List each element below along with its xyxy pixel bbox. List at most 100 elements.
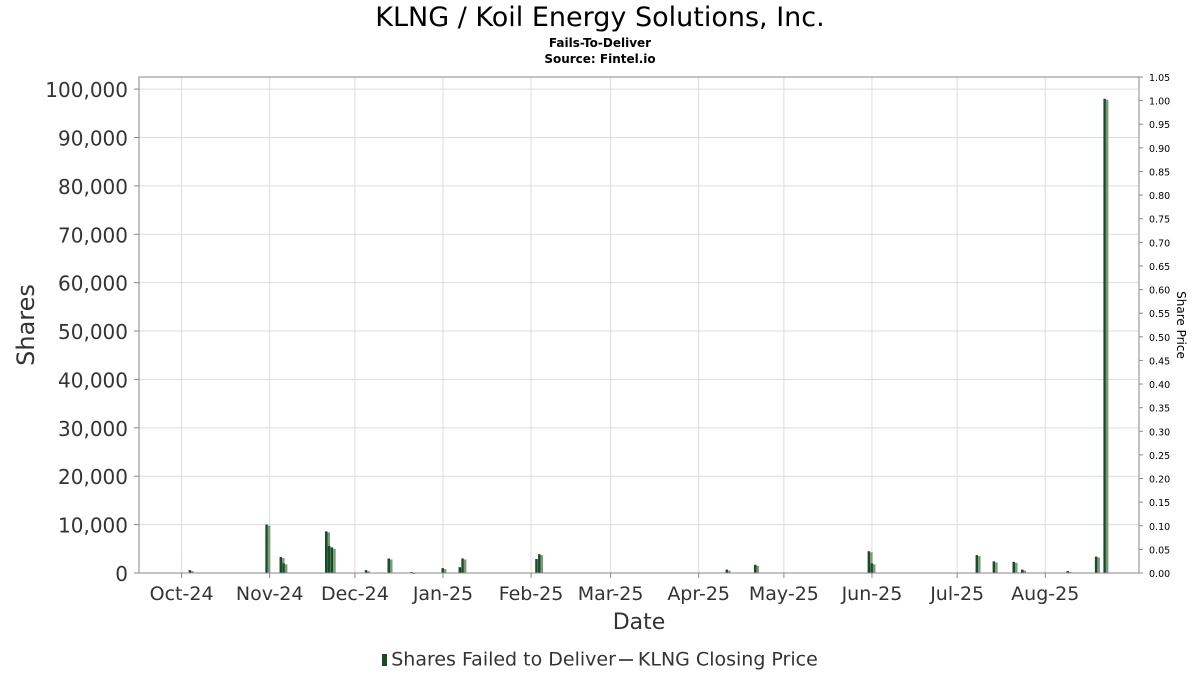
ftd-bar-shade	[284, 564, 288, 573]
y-tick-label: 20,000	[58, 465, 128, 489]
x-tick-label: Nov-24	[236, 583, 304, 605]
ftd-bar-shade	[540, 555, 544, 573]
ftd-bar	[1021, 569, 1024, 573]
ftd-bar	[265, 524, 268, 573]
ftd-bar	[330, 547, 334, 573]
ftd-bar-shade	[333, 548, 336, 573]
ftd-bar	[1012, 561, 1015, 573]
y2-tick-label: 0.65	[1149, 262, 1170, 273]
y-tick-label: 30,000	[58, 417, 128, 441]
x-tick-label: Jan-25	[412, 583, 473, 605]
legend-line-swatch	[618, 658, 633, 661]
y2-tick-label: 0.25	[1149, 451, 1170, 462]
y2-tick-label: 1.05	[1149, 73, 1170, 84]
ftd-bar-shade	[978, 556, 981, 573]
ftd-bar	[461, 558, 464, 573]
y-tick-label: 80,000	[58, 175, 128, 199]
x-tick-label: May-25	[749, 583, 819, 605]
y-tick-label: 100,000	[45, 78, 128, 102]
y2-tick-label: 0.85	[1149, 167, 1170, 178]
x-tick-label: Aug-25	[1011, 583, 1079, 605]
ftd-bar-shade	[1015, 562, 1018, 573]
ftd-bar-shade	[1105, 99, 1109, 574]
ftd-bar	[753, 564, 757, 573]
y-tick-label: 50,000	[58, 320, 128, 344]
ftd-bar	[327, 545, 331, 573]
ftd-bar-shade	[1023, 570, 1027, 573]
x-tick-label: Jul-25	[929, 583, 984, 605]
ftd-bar-shade	[1097, 557, 1100, 573]
x-axis-label: Date	[613, 610, 666, 635]
y2-tick-label: 0.60	[1149, 286, 1170, 297]
ftd-bar	[387, 558, 390, 573]
ftd-bar-shade	[390, 559, 393, 573]
ftd-bar-shade	[872, 564, 876, 573]
x-axis: Oct-24 Nov-24 Dec-24 Jan-25 Feb-25 Mar-25 Apr-…	[150, 573, 1079, 605]
y-tick-label: 40,000	[58, 368, 128, 392]
chart-subtitle: Fails-To-Deliver	[548, 36, 652, 50]
ftd-bar-shade	[995, 562, 998, 573]
y2-tick-label: 0.15	[1149, 498, 1170, 509]
ftd-bar	[325, 531, 328, 573]
y2-tick-label: 1.00	[1149, 97, 1170, 108]
ftd-bar-shade	[191, 571, 194, 573]
ftd-bar	[1066, 571, 1069, 573]
y2-tick-label: 0.70	[1149, 238, 1170, 249]
legend-line-label: KLNG Closing Price	[637, 648, 818, 671]
ftd-bar-shade	[267, 525, 271, 573]
ftd-bar	[870, 563, 873, 573]
y-tick-label: 0	[115, 562, 128, 586]
ftd-bar-shade	[463, 559, 467, 573]
ftd-bar	[725, 569, 729, 573]
ftd-bar	[538, 554, 541, 573]
ftd-bar	[975, 555, 979, 573]
chart-source: Source: Fintel.io	[544, 52, 656, 66]
ftd-bar-shade	[870, 552, 873, 573]
y2-tick-label: 0.10	[1149, 522, 1170, 533]
x-tick-label: Oct-24	[150, 583, 214, 605]
x-tick-label: Mar-25	[578, 583, 644, 605]
y-tick-label: 10,000	[58, 514, 128, 538]
bars-group	[188, 98, 1109, 574]
ftd-bar	[441, 568, 444, 573]
ftd-bar	[282, 563, 285, 573]
ftd-bar	[1103, 98, 1106, 574]
y2-tick-label: 0.95	[1149, 120, 1170, 131]
ftd-bar	[458, 567, 462, 573]
y2-tick-label: 0.00	[1149, 569, 1170, 580]
ftd-bar-shade	[728, 570, 731, 573]
x-tick-label: Jun-25	[841, 583, 903, 605]
ftd-bar	[188, 570, 192, 573]
y-axis-left: 0 10,000 20,000 30,000 40,000 50,000 60,000 70,…	[45, 78, 139, 586]
ftd-bar	[279, 557, 283, 573]
y-tick-label: 90,000	[58, 126, 128, 150]
legend: Shares Failed to Deliver KLNG Closing Pri…	[0, 646, 1200, 673]
x-tick-label: Apr-25	[667, 583, 730, 605]
chart-title: KLNG / Koil Energy Solutions, Inc.	[375, 2, 825, 33]
y-tick-label: 70,000	[58, 223, 128, 247]
ftd-bar	[364, 570, 368, 573]
y2-tick-label: 0.75	[1149, 215, 1170, 226]
y2-tick-label: 0.80	[1149, 191, 1170, 202]
y-axis-right: 0.00 0.05 0.10 0.15 0.20 0.25 0.30 0.35 0.40 0.45…	[1139, 73, 1170, 580]
ftd-bar	[1094, 556, 1098, 573]
legend-bar-swatch	[382, 653, 388, 666]
y2-tick-label: 0.50	[1149, 333, 1170, 344]
x-tick-label: Dec-24	[321, 583, 389, 605]
y2-tick-label: 0.45	[1149, 356, 1170, 367]
y2-tick-label: 0.20	[1149, 475, 1170, 486]
y2-tick-label: 0.55	[1149, 309, 1170, 320]
y2-tick-label: 0.40	[1149, 380, 1170, 391]
ftd-bar	[867, 551, 871, 573]
x-tick-label: Feb-25	[499, 583, 564, 605]
plot-frame	[138, 76, 1140, 574]
ftd-bar	[535, 558, 538, 573]
y2-tick-label: 0.05	[1149, 545, 1170, 556]
ftd-bar	[992, 561, 996, 573]
ftd-bar-shade	[756, 565, 759, 573]
ftd-bar-shade	[443, 569, 447, 573]
y2-tick-label: 0.30	[1149, 427, 1170, 438]
y2-axis-label: Share Price	[1174, 291, 1188, 359]
grid-lines	[139, 77, 1139, 574]
